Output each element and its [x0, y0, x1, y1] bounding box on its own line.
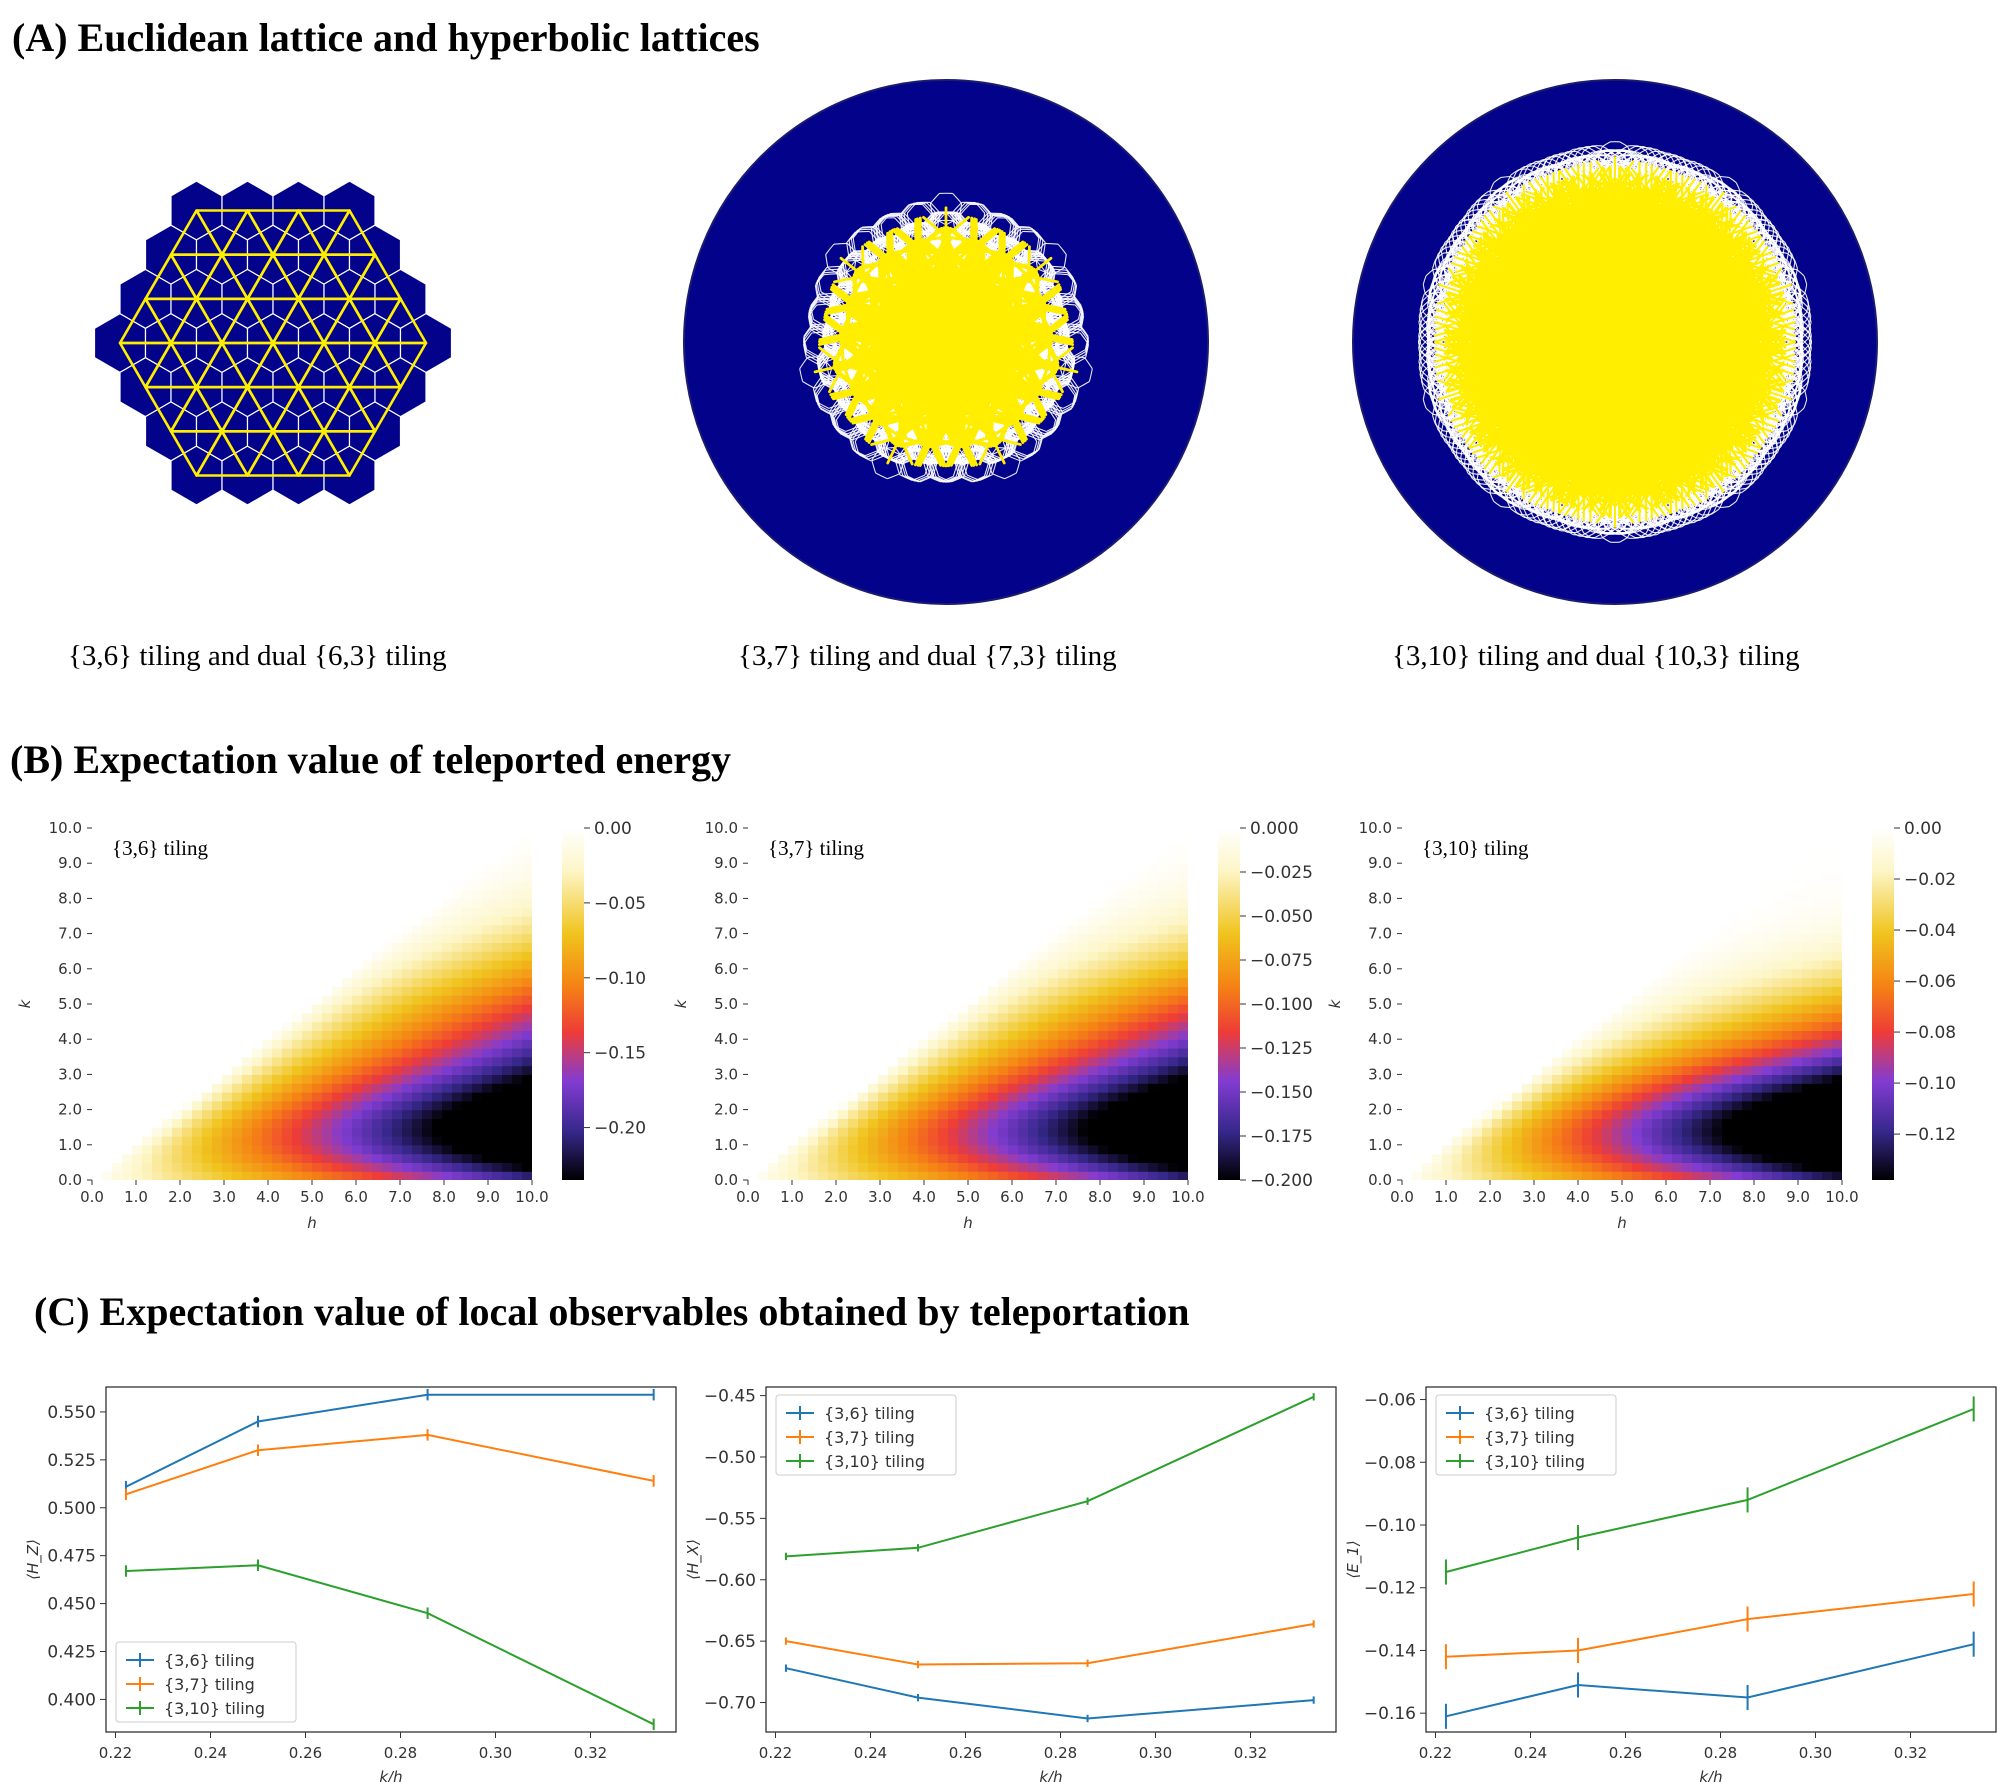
- section-title-a: (A) Euclidean lattice and hyperbolic lat…: [12, 14, 760, 61]
- lattice-3-7: [681, 77, 1211, 607]
- lattice-3-6: [10, 100, 540, 590]
- section-title-c: (C) Expectation value of local observabl…: [34, 1288, 1190, 1335]
- section-title-b: (B) Expectation value of teleported ener…: [10, 736, 731, 783]
